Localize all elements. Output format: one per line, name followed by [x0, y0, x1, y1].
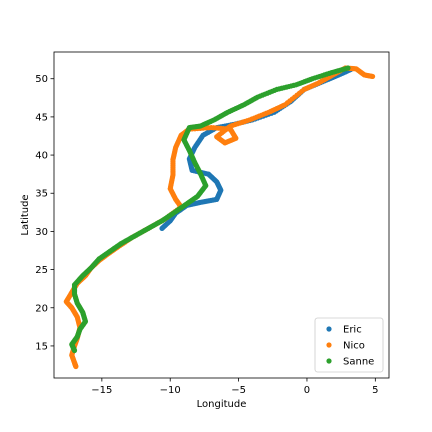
legend-label-sanne: Sanne	[343, 357, 374, 368]
x-tick-label: −10	[160, 385, 181, 396]
legend-marker-sanne	[326, 358, 332, 364]
y-tick-label: 25	[35, 265, 48, 276]
x-tick-label: −15	[91, 385, 112, 396]
y-tick-label: 40	[35, 151, 48, 162]
point-eric	[159, 225, 165, 231]
point-sanne	[71, 347, 78, 354]
y-axis-label: Latitude	[20, 194, 31, 235]
legend-marker-nico	[326, 342, 332, 348]
y-tick-label: 20	[35, 303, 48, 314]
x-tick-label: 0	[304, 385, 310, 396]
plot-frame	[53, 51, 390, 379]
legend-label-nico: Nico	[343, 341, 365, 352]
legend: Eric Nico Sanne	[314, 317, 384, 373]
y-tick-label: 15	[35, 341, 48, 352]
point-nico	[73, 363, 79, 370]
points-layer	[63, 65, 376, 370]
x-tick-label: −5	[231, 385, 246, 396]
legend-marker-eric	[326, 326, 332, 332]
x-axis: −15 −10 −5 0 5	[91, 378, 379, 396]
y-axis: 15 20 25 30 35 40 45 50	[35, 74, 54, 352]
x-axis-label: Longitude	[197, 399, 247, 410]
y-tick-label: 50	[35, 74, 48, 85]
y-tick-label: 30	[35, 227, 48, 238]
x-tick-label: 5	[372, 385, 378, 396]
y-tick-label: 45	[35, 112, 48, 123]
legend-box	[314, 317, 384, 373]
y-tick-label: 35	[35, 189, 48, 200]
legend-label-eric: Eric	[343, 325, 362, 336]
